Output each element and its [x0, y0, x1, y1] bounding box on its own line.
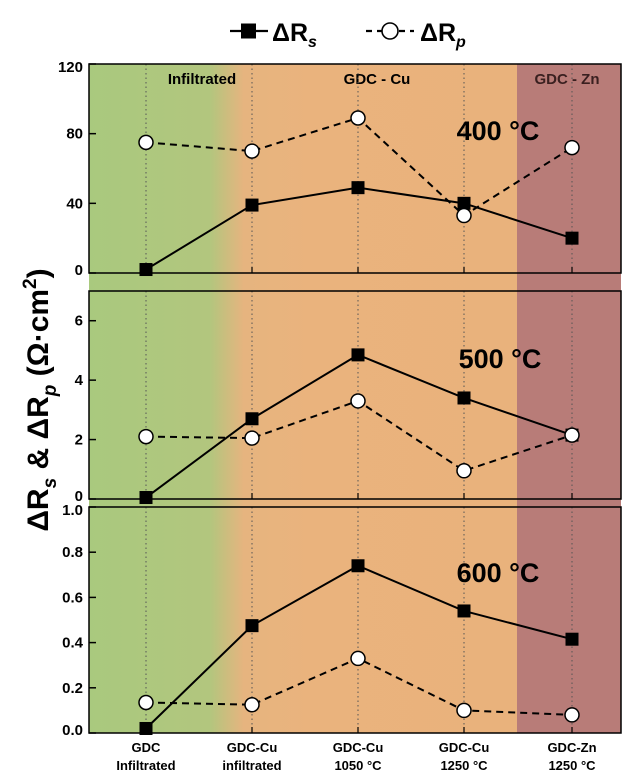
category-label: GDC: [132, 740, 162, 755]
data-point-delta-rp: [350, 650, 366, 667]
y-axis-label-group: ΔRs & ΔRp (Ω·cm2): [20, 268, 61, 531]
category-label: 1250 °C: [440, 758, 488, 773]
data-point-delta-rp: [456, 207, 472, 224]
legend: ΔRs ΔRp: [230, 19, 466, 51]
y-tick-label: 4: [75, 372, 84, 389]
y-tick-label: 40: [66, 195, 83, 212]
panel-frame: [88, 506, 622, 734]
temperature-label: 500 °C: [459, 344, 542, 374]
region-label: GDC - Zn: [535, 71, 600, 88]
data-point-delta-rs: [351, 348, 365, 362]
background-green-orange: [89, 64, 519, 733]
legend-marker-delta-rp: [381, 22, 399, 40]
panel-frames: [88, 63, 622, 734]
data-point-delta-rp: [564, 139, 580, 156]
data-point-delta-rp: [350, 110, 366, 126]
data-point-delta-rs: [351, 181, 365, 195]
data-point-delta-rs: [351, 559, 365, 573]
y-tick-label: 80: [66, 126, 83, 143]
data-point-delta-rp: [564, 427, 580, 443]
plot-background: [89, 64, 621, 733]
temperature-label: 400 °C: [457, 116, 540, 146]
category-label: 1050 °C: [334, 758, 382, 773]
category-label: GDC-Cu: [333, 740, 384, 755]
category-label: infiltrated: [222, 758, 281, 773]
data-point-delta-rp: [138, 134, 154, 151]
background-zn-region: [517, 64, 621, 733]
y-axis-label: ΔRs & ΔRp (Ω·cm2): [20, 268, 61, 531]
y-tick-label: 6: [75, 313, 83, 330]
y-tick-label: 0: [75, 262, 83, 279]
region-labels: Infiltrated GDC - Cu GDC - Zn: [168, 71, 600, 88]
y-tick-label: 1.0: [62, 502, 83, 519]
data-point-delta-rp: [564, 707, 580, 723]
data-point-delta-rs: [457, 604, 471, 618]
data-point-delta-rs: [245, 198, 259, 212]
data-point-delta-rp: [456, 702, 472, 719]
category-label: GDC-Cu: [439, 740, 490, 755]
data-point-delta-rs: [457, 196, 471, 210]
region-label: GDC - Cu: [344, 71, 411, 88]
y-tick-label: 0.0: [62, 722, 83, 739]
series-layer: [138, 110, 580, 735]
legend-label-delta-rp: ΔRp: [420, 19, 466, 51]
data-point-delta-rp: [456, 463, 472, 479]
category-label: 1250 °C: [548, 758, 596, 773]
category-label: GDC-Zn: [547, 740, 596, 755]
y-tick-label: 0.8: [62, 544, 83, 561]
data-point-delta-rp: [244, 143, 260, 159]
data-point-delta-rs: [245, 412, 259, 426]
region-label: Infiltrated: [168, 71, 236, 88]
data-point-delta-rs: [245, 619, 259, 633]
data-point-delta-rs: [565, 231, 579, 245]
data-point-delta-rp: [244, 430, 260, 446]
y-tick-label: 0.4: [62, 635, 84, 652]
y-tick-label: 0.2: [62, 680, 83, 697]
temperature-label: 600 °C: [457, 558, 540, 588]
data-point-delta-rp: [244, 697, 260, 713]
data-point-delta-rp: [138, 694, 154, 711]
data-point-delta-rp: [350, 393, 366, 409]
y-tick-label: 0.6: [62, 589, 83, 606]
category-label: GDC-Cu: [227, 740, 278, 755]
legend-marker-delta-rs: [241, 23, 256, 39]
y-axis-label: ΔRs & ΔRp (Ω·cm2): [20, 268, 61, 531]
category-label: Infiltrated: [116, 758, 175, 773]
y-tick-label: 0: [75, 488, 83, 505]
data-point-delta-rs: [457, 391, 471, 405]
axis-ticks: 0 40 80 120 0 2 4 6 0.0 0.2 0.4 0.6 0.8 1.0: [58, 59, 573, 739]
temperature-labels: 400 °C 500 °C 600 °C: [457, 116, 542, 588]
panel-frame: [88, 290, 622, 500]
category-labels: GDC Infiltrated GDC-Cu infiltrated GDC-Cu 105…: [116, 740, 596, 773]
legend-label-delta-rs: ΔRs: [272, 19, 317, 51]
y-tick-label: 120: [58, 59, 83, 76]
panel-frame: [88, 63, 622, 274]
y-tick-label: 2: [75, 432, 83, 449]
data-point-delta-rp: [138, 428, 154, 445]
data-point-delta-rs: [565, 632, 579, 646]
